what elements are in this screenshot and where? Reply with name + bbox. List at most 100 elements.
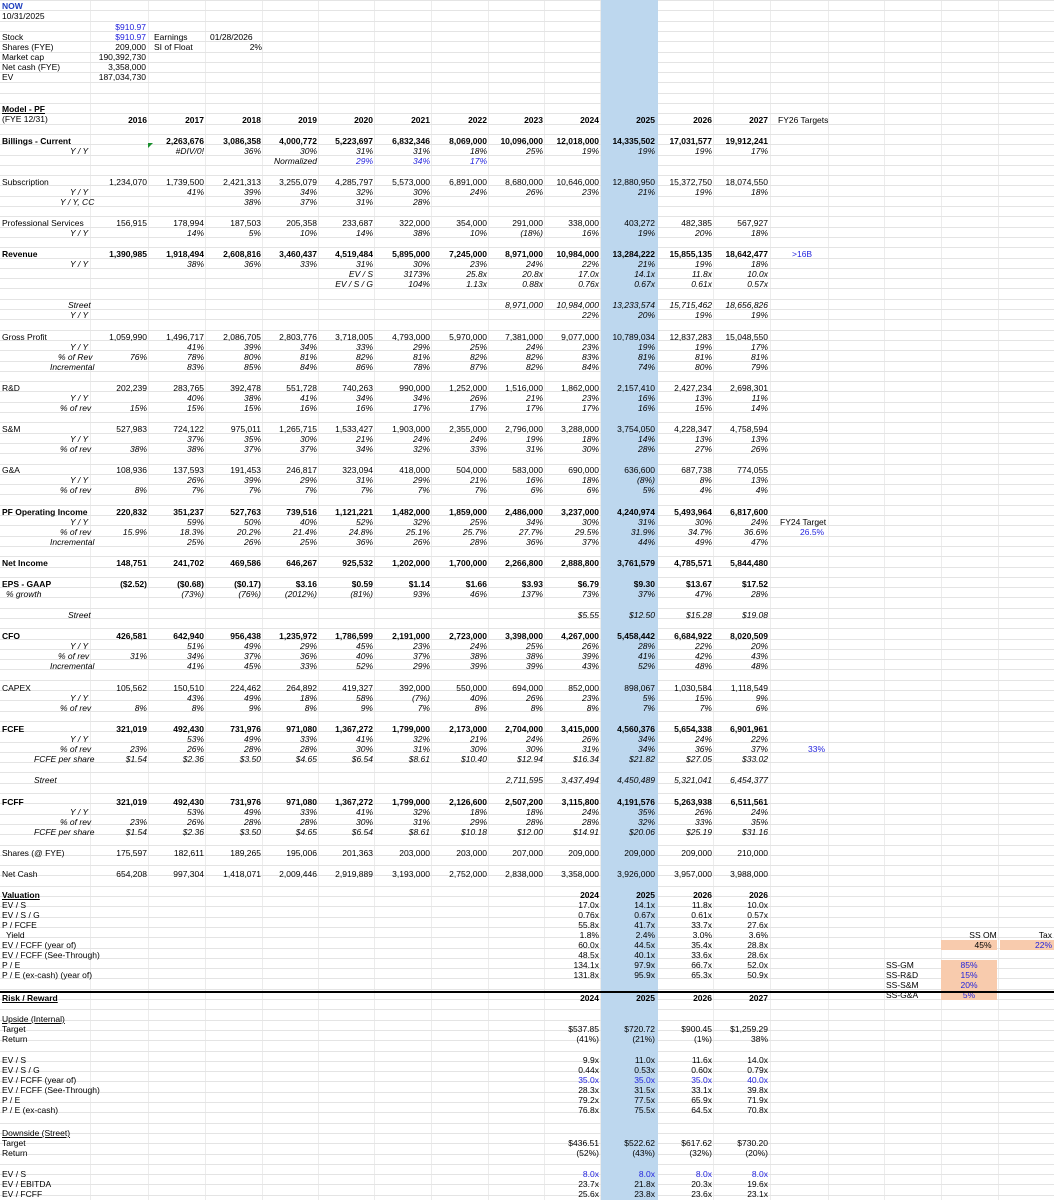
- cell-capex-yy-2019[interactable]: 18%: [299, 693, 317, 703]
- cell-rev-yy-2026[interactable]: 19%: [694, 259, 712, 269]
- cell-fcff-2025[interactable]: 4,191,576: [617, 797, 655, 807]
- cell-ga-pct-2016[interactable]: 8%: [134, 485, 147, 495]
- cell-gp-yy-2019[interactable]: 34%: [299, 342, 317, 352]
- cell-capex-pct-2016[interactable]: 8%: [134, 703, 147, 713]
- cell-eps-g-2019[interactable]: (2012%): [284, 589, 317, 599]
- cell-ps-yy-2019[interactable]: 10%: [299, 228, 317, 238]
- cell-ga-pct-2024[interactable]: 6%: [586, 485, 599, 495]
- cell-billings-2017[interactable]: 2,263,676: [166, 136, 204, 146]
- cell-oi-yy-2017[interactable]: 59%: [186, 517, 204, 527]
- cell-ps-yy-2025[interactable]: 19%: [637, 228, 655, 238]
- cell-subs-2016[interactable]: 1,234,070: [109, 177, 147, 187]
- cell-fcff-pct-2021[interactable]: 31%: [412, 817, 430, 827]
- cell-street-rev-2023[interactable]: 8,971,000: [505, 300, 543, 310]
- cell-capex-pct-2020[interactable]: 9%: [360, 703, 373, 713]
- cell-gp-pct-2024[interactable]: 83%: [581, 352, 599, 362]
- cell-fcff-pct-2020[interactable]: 30%: [355, 817, 373, 827]
- cell-ga-yy-2022[interactable]: 21%: [469, 475, 487, 485]
- cell-gp-yy-2017[interactable]: 41%: [186, 342, 204, 352]
- risk-cell[interactable]: 0.79x: [747, 1065, 768, 1075]
- cell-sm-yy-2017[interactable]: 37%: [186, 434, 204, 444]
- cell-gp-inc-2019[interactable]: 84%: [299, 362, 317, 372]
- cell-rev-evsg-2027[interactable]: 0.57x: [747, 279, 768, 289]
- risk-cell[interactable]: 79.2x: [578, 1095, 599, 1105]
- cell-oi-2022[interactable]: 1,859,000: [449, 507, 487, 517]
- risk-cell[interactable]: 8.0x: [695, 1169, 712, 1179]
- cell-ga-yy-2020[interactable]: 31%: [355, 475, 373, 485]
- cell-ga-pct-2020[interactable]: 7%: [360, 485, 373, 495]
- cell-rd-2017[interactable]: 283,765: [173, 383, 204, 393]
- cell-eps-g-2023[interactable]: 137%: [521, 589, 543, 599]
- cell-ps-2017[interactable]: 178,994: [173, 218, 204, 228]
- risk-cell[interactable]: (32%): [689, 1148, 712, 1158]
- cell-cfo-2018[interactable]: 956,438: [230, 631, 261, 641]
- cell-fcfe-2020[interactable]: 1,367,272: [335, 724, 373, 734]
- cell-sm-2023[interactable]: 2,796,000: [505, 424, 543, 434]
- cell-fcff-yy-2020[interactable]: 41%: [355, 807, 373, 817]
- cell-gp-pct-2025[interactable]: 81%: [637, 352, 655, 362]
- side-item-value[interactable]: 85%: [960, 960, 978, 970]
- cell-cfo-inc-2020[interactable]: 52%: [355, 661, 373, 671]
- risk-cell[interactable]: 23.1x: [747, 1189, 768, 1199]
- cell-gp-inc-2027[interactable]: 79%: [750, 362, 768, 372]
- risk-cell[interactable]: 11.6x: [691, 1055, 712, 1065]
- cell-subs-2025[interactable]: 12,880,950: [612, 177, 655, 187]
- cell-fcff-yy-2023[interactable]: 18%: [525, 807, 543, 817]
- cell-cfo-pct-2026[interactable]: 42%: [694, 651, 712, 661]
- cell-rd-yy-2026[interactable]: 13%: [694, 393, 712, 403]
- cell-rev-evsg-2026[interactable]: 0.61x: [691, 279, 712, 289]
- cell-rd-yy-2023[interactable]: 21%: [525, 393, 543, 403]
- cell-ga-2022[interactable]: 504,000: [456, 465, 487, 475]
- cell-shares-2022[interactable]: 203,000: [456, 848, 487, 858]
- cell-rev-yy-2018[interactable]: 36%: [243, 259, 261, 269]
- cell-oi-2026[interactable]: 5,493,964: [674, 507, 712, 517]
- cell-netcash-2018[interactable]: 1,418,071: [223, 869, 261, 879]
- cell-fcff-pct-2018[interactable]: 28%: [243, 817, 261, 827]
- cell-sm-yy-2023[interactable]: 19%: [525, 434, 543, 444]
- cell-fcfe-pct-2024[interactable]: 31%: [581, 744, 599, 754]
- cell-billings-yy-2026[interactable]: 19%: [694, 146, 712, 156]
- cell-oi-inc-2025[interactable]: 44%: [637, 537, 655, 547]
- cell-netcash-2024[interactable]: 3,358,000: [561, 869, 599, 879]
- cell-cfo-2019[interactable]: 1,235,972: [279, 631, 317, 641]
- cell-rd-2022[interactable]: 1,252,000: [449, 383, 487, 393]
- cell-subs-2027[interactable]: 18,074,550: [725, 177, 768, 187]
- risk-cell[interactable]: 71.9x: [747, 1095, 768, 1105]
- cell-gp-inc-2025[interactable]: 74%: [637, 362, 655, 372]
- cell-capex-2019[interactable]: 264,892: [286, 683, 317, 693]
- cell-billings-yy-2023[interactable]: 25%: [525, 146, 543, 156]
- cell-eps-2021[interactable]: $1.14: [408, 579, 430, 589]
- cell-fcfe-2023[interactable]: 2,704,000: [505, 724, 543, 734]
- cell-fcff-ps-2026[interactable]: $25.19: [686, 827, 712, 837]
- cell-rd-pct-2022[interactable]: 17%: [469, 403, 487, 413]
- cell-cfo-pct-2024[interactable]: 39%: [581, 651, 599, 661]
- cell-capex-pct-2023[interactable]: 8%: [530, 703, 543, 713]
- cell-oi-pct-2021[interactable]: 25.1%: [405, 527, 430, 537]
- cell-rev-yy-2017[interactable]: 38%: [186, 259, 204, 269]
- cell-oi-2023[interactable]: 2,486,000: [505, 507, 543, 517]
- cell-ga-yy-2021[interactable]: 29%: [412, 475, 430, 485]
- cell-rev-2022[interactable]: 7,245,000: [449, 249, 487, 259]
- cell-ga-yy-2024[interactable]: 18%: [581, 475, 599, 485]
- cell-fcff-yy-2027[interactable]: 24%: [750, 807, 768, 817]
- cell-ni-2020[interactable]: 925,532: [342, 558, 373, 568]
- cell-billings-2020[interactable]: 5,223,697: [335, 136, 373, 146]
- cell-cfo-2021[interactable]: 2,191,000: [392, 631, 430, 641]
- cell-ps-2022[interactable]: 354,000: [456, 218, 487, 228]
- risk-cell[interactable]: (1%): [694, 1034, 712, 1044]
- cell-oi-yy-2027[interactable]: 24%: [750, 517, 768, 527]
- cell-gp-yy-2026[interactable]: 19%: [694, 342, 712, 352]
- netcash-value[interactable]: 3,358,000: [108, 62, 146, 72]
- cell-fcfe-yy-2025[interactable]: 34%: [637, 734, 655, 744]
- cell-sm-2020[interactable]: 1,533,427: [335, 424, 373, 434]
- cell-rd-yy-2017[interactable]: 40%: [186, 393, 204, 403]
- cell-eps-g-2021[interactable]: 93%: [412, 589, 430, 599]
- cell-fcfe-pct-2018[interactable]: 28%: [243, 744, 261, 754]
- cell-shares-2019[interactable]: 195,006: [286, 848, 317, 858]
- cell-fcfe-ps-2020[interactable]: $6.54: [351, 754, 373, 764]
- cell-oi-2016[interactable]: 220,832: [116, 507, 147, 517]
- cell-fcfe-2024[interactable]: 3,415,000: [561, 724, 599, 734]
- cell-shares-2017[interactable]: 182,611: [173, 848, 204, 858]
- valuation-cell[interactable]: 3.6%: [748, 930, 768, 940]
- cell-oi-inc-2021[interactable]: 26%: [412, 537, 430, 547]
